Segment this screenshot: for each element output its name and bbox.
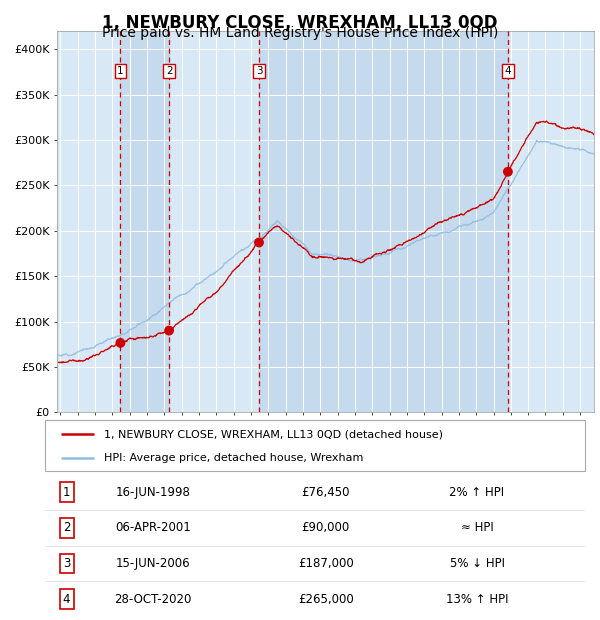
Bar (121, 31, 169, 412)
Text: 16-JUN-1998: 16-JUN-1998 (116, 485, 190, 498)
Text: Price paid vs. HM Land Registry's House Price Index (HPI): Price paid vs. HM Land Registry's House … (102, 26, 498, 40)
Text: 2% ↑ HPI: 2% ↑ HPI (449, 485, 505, 498)
Text: 2: 2 (166, 66, 172, 76)
Text: 06-APR-2001: 06-APR-2001 (115, 521, 191, 534)
Point (164, 326, 174, 335)
Point (503, 167, 513, 177)
Bar (259, 31, 508, 412)
Text: 13% ↑ HPI: 13% ↑ HPI (446, 593, 508, 606)
Text: 3: 3 (63, 557, 70, 570)
Point (116, 338, 125, 348)
Text: 3: 3 (256, 66, 262, 76)
Text: 1: 1 (117, 66, 124, 76)
Text: £76,450: £76,450 (302, 485, 350, 498)
Text: ≈ HPI: ≈ HPI (461, 521, 493, 534)
Text: £90,000: £90,000 (302, 521, 350, 534)
Text: 28-OCT-2020: 28-OCT-2020 (115, 593, 191, 606)
Text: 4: 4 (63, 593, 70, 606)
Text: 5% ↓ HPI: 5% ↓ HPI (449, 557, 505, 570)
Point (254, 237, 264, 247)
Text: HPI: Average price, detached house, Wrexham: HPI: Average price, detached house, Wrex… (104, 453, 364, 464)
FancyBboxPatch shape (45, 420, 585, 471)
Text: 2: 2 (63, 521, 70, 534)
Text: 1: 1 (63, 485, 70, 498)
Text: 1, NEWBURY CLOSE, WREXHAM, LL13 0QD (detached house): 1, NEWBURY CLOSE, WREXHAM, LL13 0QD (det… (104, 429, 443, 439)
Text: £187,000: £187,000 (298, 557, 353, 570)
Text: 15-JUN-2006: 15-JUN-2006 (116, 557, 190, 570)
Text: £265,000: £265,000 (298, 593, 353, 606)
Text: 1, NEWBURY CLOSE, WREXHAM, LL13 0QD: 1, NEWBURY CLOSE, WREXHAM, LL13 0QD (102, 14, 498, 32)
Text: 4: 4 (505, 66, 511, 76)
